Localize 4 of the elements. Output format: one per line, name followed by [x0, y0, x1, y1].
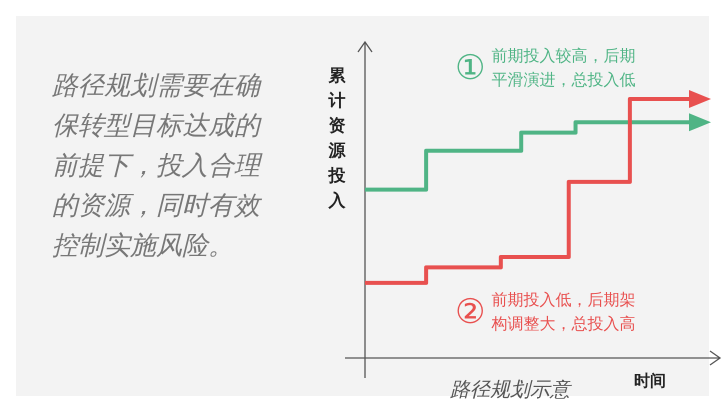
text: 路径规划需要在确保转型目标达成的前提下，投入合理的资源，同时有效控制实施风险。 [52, 70, 264, 263]
text: 路径规划示意 [449, 376, 573, 403]
x-axis-title: 时间 [634, 371, 666, 392]
y-axis-title: 累计资源投入 [327, 65, 347, 213]
